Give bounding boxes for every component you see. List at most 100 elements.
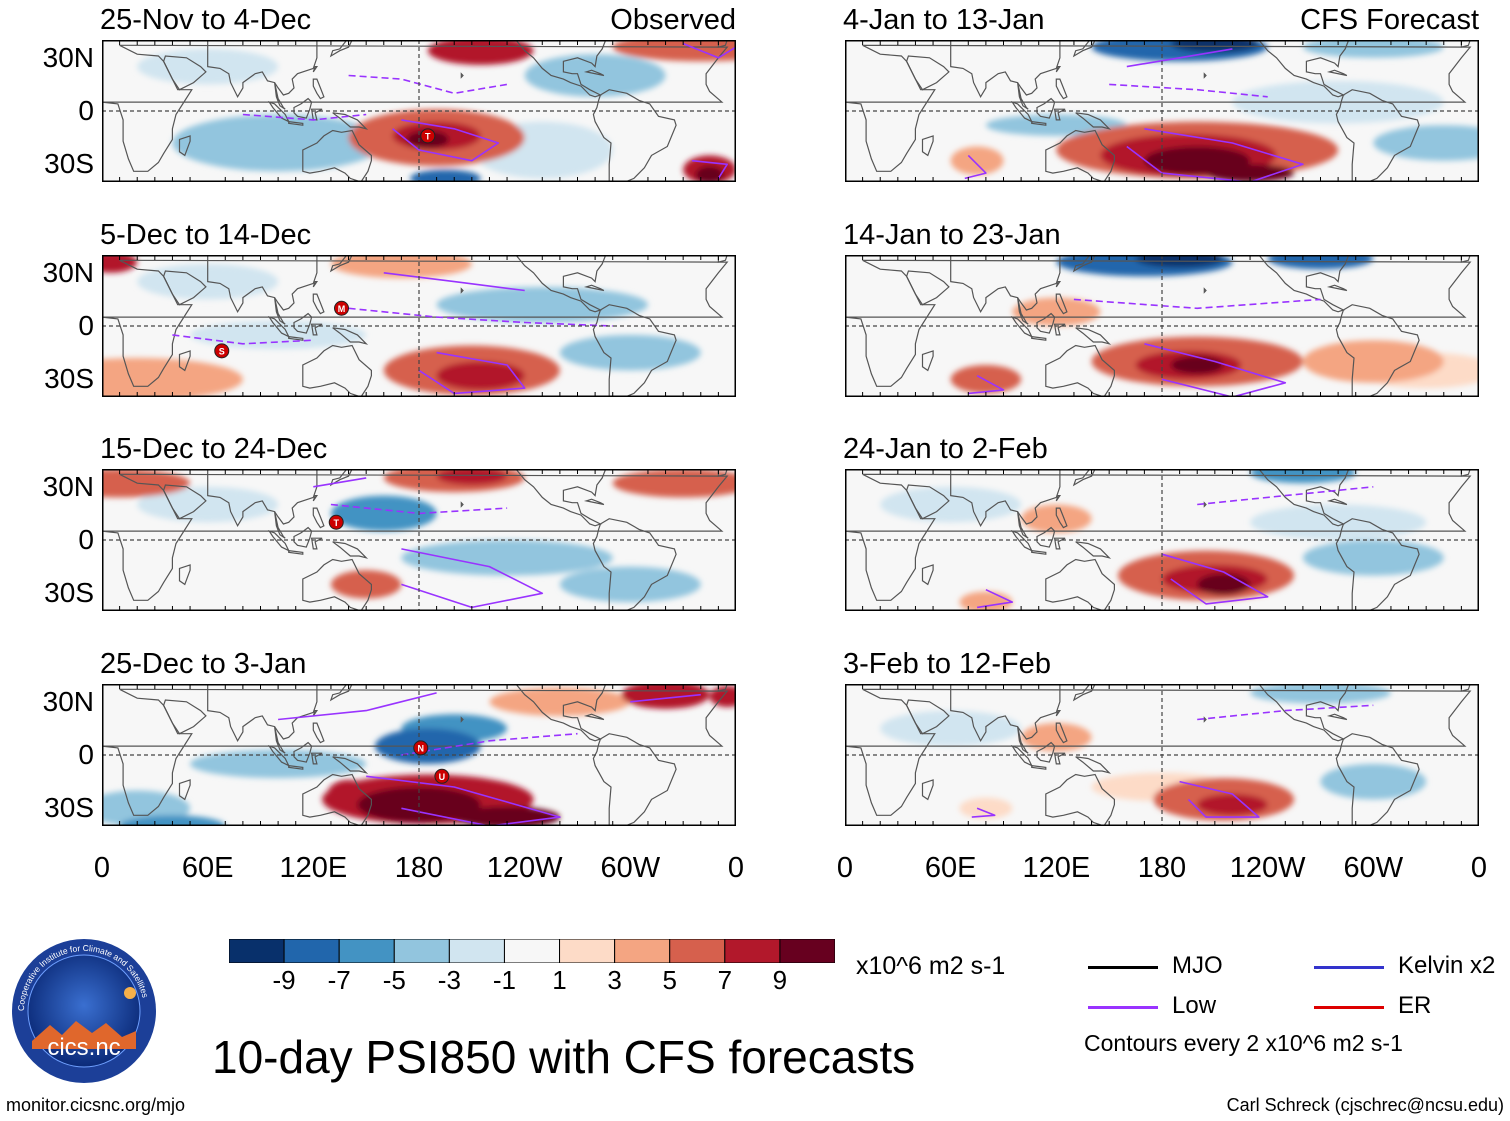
coastline	[1036, 526, 1056, 548]
storm-letter: U	[439, 772, 446, 782]
coastline	[845, 259, 1472, 387]
coastline	[1055, 710, 1062, 717]
lat-label: 0	[78, 310, 94, 341]
coastline	[274, 511, 286, 539]
contour-low	[968, 374, 1005, 395]
map-panel: T	[102, 40, 736, 182]
map-panel	[845, 469, 1479, 611]
colorbar-label: -1	[492, 965, 517, 995]
anomaly-area	[950, 146, 1004, 175]
panel-title: 25-Dec to 3-Jan	[100, 648, 307, 680]
coastline	[329, 684, 353, 702]
coastline	[845, 473, 1472, 601]
coastline	[162, 270, 207, 306]
contour-low	[1109, 83, 1268, 98]
anomaly-area	[172, 114, 384, 172]
contour-interval-note: Contours every 2 x10^6 m2 s-1	[1084, 1030, 1403, 1056]
colorbar-swatch	[448, 939, 505, 963]
coastline	[905, 270, 950, 306]
coastline	[583, 713, 605, 721]
storm-marker: S	[214, 343, 230, 359]
map-panel	[845, 684, 1479, 826]
lat-label: 30N	[42, 685, 94, 717]
panel-title: 4-Jan to 13-Jan	[843, 4, 1045, 36]
coastline	[162, 55, 207, 91]
coastline	[332, 541, 369, 559]
coastline	[1072, 255, 1096, 273]
credit: Carl Schreck (cjschrec@ncsu.edu)	[1226, 1095, 1504, 1115]
lon-label: 180	[1137, 852, 1187, 884]
anomaly-area	[401, 540, 613, 576]
coastline	[332, 756, 369, 774]
legend-label: Low	[1172, 992, 1217, 1019]
coastline	[515, 469, 607, 527]
colorbar-label: 1	[552, 965, 567, 995]
coastline	[178, 779, 191, 801]
coastline	[329, 40, 353, 58]
lat-label: 0	[78, 95, 94, 126]
lon-label: 0	[1470, 852, 1488, 884]
storm-letter: N	[418, 743, 425, 753]
coastline	[312, 66, 319, 73]
coastline	[1258, 255, 1350, 313]
contour-low	[348, 307, 613, 327]
coastline	[1036, 741, 1056, 763]
coastline	[302, 344, 372, 397]
colorbar-swatch	[669, 939, 726, 963]
coastline	[302, 129, 372, 182]
coastline	[1072, 469, 1096, 487]
coastline	[274, 82, 286, 110]
contour-low	[1161, 553, 1269, 605]
lon-label: 60W	[600, 852, 661, 884]
anomaly-area	[436, 361, 525, 390]
coastline	[1055, 293, 1068, 315]
contour-low	[691, 159, 728, 179]
anomaly-area	[119, 815, 226, 826]
coastline	[592, 518, 677, 611]
lat-label: 0	[78, 739, 94, 770]
coastline	[1055, 78, 1068, 100]
contour-low	[242, 113, 367, 121]
coastline	[1203, 716, 1207, 723]
coastline	[1075, 541, 1112, 559]
coastline	[1017, 82, 1029, 110]
coastline	[207, 684, 318, 743]
lon-label: 0	[93, 852, 111, 884]
coastline	[207, 469, 318, 528]
colorbar-swatch	[229, 939, 285, 963]
coastline	[274, 297, 286, 325]
coastline	[310, 323, 323, 336]
coastline	[312, 293, 325, 315]
anomaly-area	[559, 334, 701, 371]
coastline	[460, 72, 464, 79]
coastline	[1017, 297, 1029, 325]
coastline	[1335, 89, 1420, 182]
map-frame	[102, 684, 736, 826]
anomaly-area	[1021, 723, 1092, 752]
coastline	[950, 469, 1061, 528]
storm-marker: M	[334, 300, 350, 316]
contour-low	[682, 42, 736, 59]
contour-low	[1179, 780, 1260, 818]
coastline	[1335, 733, 1420, 826]
anomaly-area	[524, 54, 666, 97]
coastline	[207, 255, 318, 314]
coastline	[583, 69, 605, 77]
coastline	[592, 733, 677, 826]
coastline	[845, 688, 1472, 816]
coastline	[1017, 511, 1029, 539]
coastline	[515, 40, 607, 98]
contour-low	[401, 548, 544, 609]
coastline	[950, 255, 1061, 314]
coastline	[515, 255, 607, 313]
lat-label: 30S	[44, 577, 94, 609]
site-url[interactable]: monitor.cicsnc.org/mjo	[6, 1095, 186, 1115]
coastline	[329, 255, 353, 273]
coastline	[921, 779, 934, 801]
anomaly-area	[410, 169, 481, 182]
anomaly-area	[1197, 794, 1268, 816]
coastline	[302, 558, 372, 611]
lon-label: 120E	[1022, 852, 1091, 884]
map-frame	[102, 40, 736, 182]
coastline	[274, 726, 286, 754]
